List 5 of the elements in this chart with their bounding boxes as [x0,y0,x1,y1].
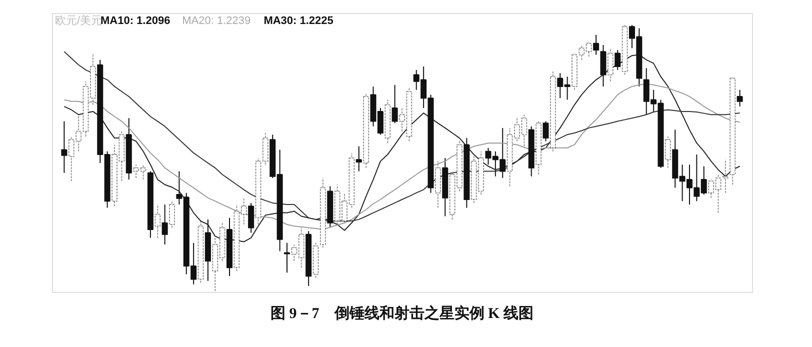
annotation: MA10: 1.2096 [100,15,170,27]
annotation: 欧元/美元 [55,14,102,27]
annotation: MA20: 1.2239 [182,15,251,27]
text: 图 9－7 倒锤线和射击之星实例 K 线图 [270,304,534,322]
annotation: MA30: 1.2225 [264,15,334,27]
